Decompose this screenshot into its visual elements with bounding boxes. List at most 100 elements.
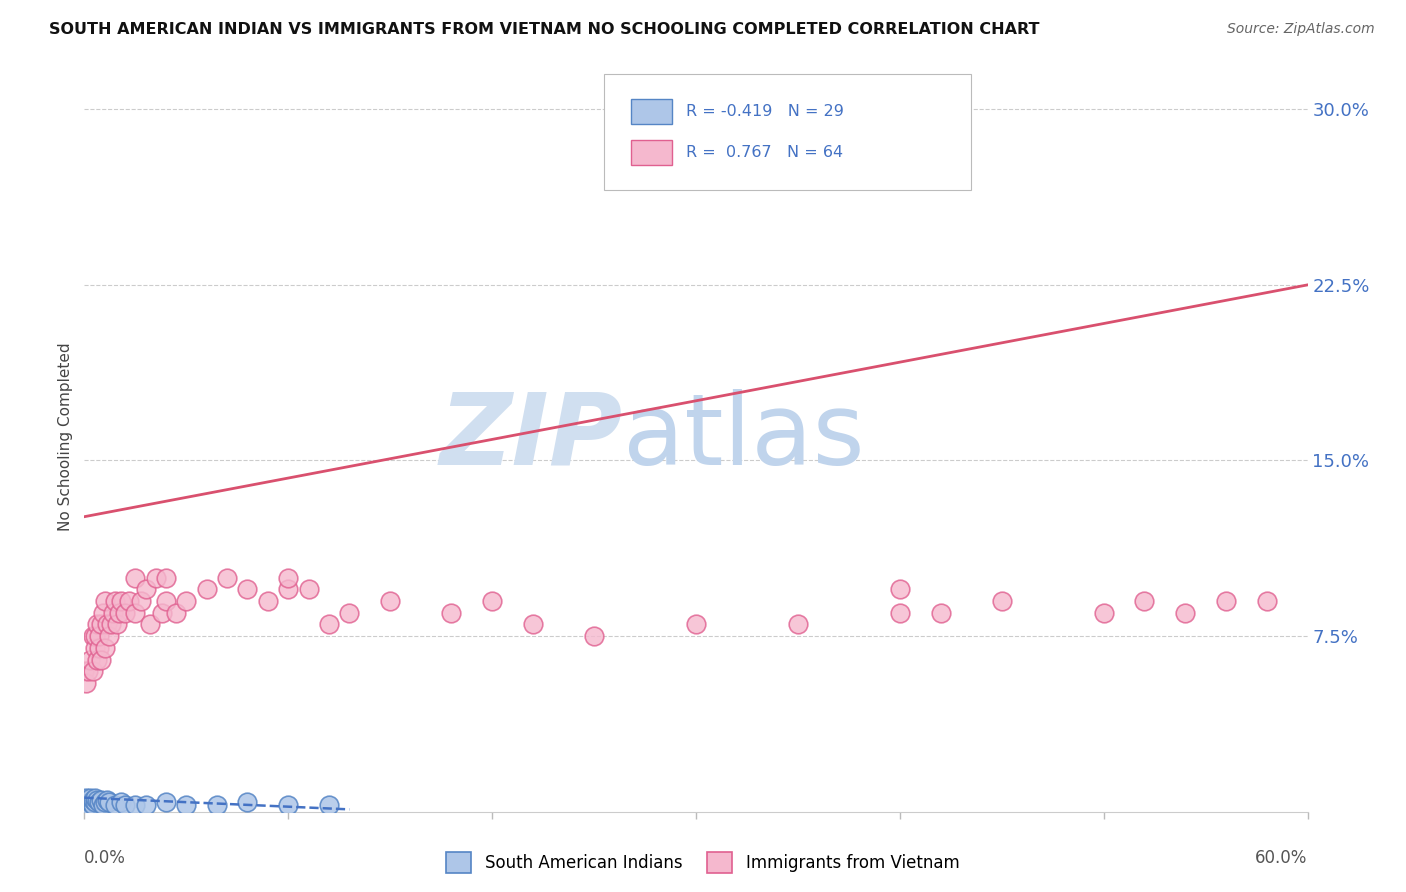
Point <box>93 796 115 810</box>
Point <box>991 594 1014 608</box>
Point <box>481 594 503 608</box>
Point <box>108 606 131 620</box>
Point <box>217 571 239 585</box>
Point <box>91 606 114 620</box>
Point <box>77 793 100 807</box>
Point <box>889 102 911 116</box>
Point <box>205 797 228 812</box>
Legend: South American Indians, Immigrants from Vietnam: South American Indians, Immigrants from … <box>440 846 966 880</box>
Point <box>114 606 136 620</box>
Point <box>93 640 115 655</box>
Text: 0.0%: 0.0% <box>84 849 127 867</box>
Point <box>110 594 132 608</box>
Point <box>135 797 157 812</box>
Point <box>124 797 146 812</box>
Point <box>75 796 97 810</box>
Point <box>522 617 544 632</box>
Point <box>236 582 259 597</box>
Point <box>257 594 280 608</box>
Point <box>105 617 128 632</box>
Point <box>440 606 463 620</box>
Point <box>889 606 911 620</box>
Point <box>86 793 108 807</box>
Point <box>277 582 299 597</box>
Point <box>318 617 340 632</box>
Point <box>155 571 177 585</box>
Point <box>1133 594 1156 608</box>
Point <box>101 606 124 620</box>
Point <box>380 594 402 608</box>
Point <box>100 617 122 632</box>
Point <box>82 797 104 812</box>
Point <box>131 594 153 608</box>
Point <box>87 640 110 655</box>
FancyBboxPatch shape <box>605 74 972 190</box>
Point <box>195 582 218 597</box>
Point <box>93 594 115 608</box>
Point <box>145 571 167 585</box>
Point <box>118 594 141 608</box>
Point <box>1256 594 1278 608</box>
Text: SOUTH AMERICAN INDIAN VS IMMIGRANTS FROM VIETNAM NO SCHOOLING COMPLETED CORRELAT: SOUTH AMERICAN INDIAN VS IMMIGRANTS FROM… <box>49 22 1039 37</box>
Point <box>79 796 101 810</box>
Point <box>90 617 112 632</box>
Point <box>236 796 259 810</box>
Point <box>82 629 104 643</box>
Point <box>83 790 105 805</box>
Point <box>75 676 97 690</box>
Point <box>165 606 187 620</box>
Point <box>110 796 132 810</box>
Point <box>155 594 177 608</box>
Point <box>96 793 118 807</box>
Point <box>77 797 100 812</box>
Text: ZIP: ZIP <box>440 389 623 485</box>
Point <box>104 594 127 608</box>
Point <box>787 617 810 632</box>
Point <box>97 629 120 643</box>
Point <box>318 797 340 812</box>
Point <box>277 571 299 585</box>
Text: R =  0.767   N = 64: R = 0.767 N = 64 <box>686 145 844 160</box>
Bar <box>631 140 672 165</box>
Point <box>277 797 299 812</box>
Point <box>87 629 110 643</box>
Text: atlas: atlas <box>623 389 865 485</box>
Point <box>124 606 146 620</box>
Point <box>929 606 952 620</box>
Point <box>75 790 97 805</box>
Text: Source: ZipAtlas.com: Source: ZipAtlas.com <box>1227 22 1375 37</box>
Point <box>73 793 96 807</box>
Point <box>91 797 114 812</box>
Point <box>685 617 707 632</box>
Point <box>339 606 361 620</box>
Point <box>79 790 101 805</box>
Point <box>1092 606 1115 620</box>
Point <box>114 797 136 812</box>
Point <box>87 796 110 810</box>
Point <box>77 664 100 679</box>
Point <box>174 797 197 812</box>
Point <box>104 797 127 812</box>
Point <box>79 652 101 666</box>
Text: 60.0%: 60.0% <box>1256 849 1308 867</box>
Point <box>82 793 104 807</box>
Point <box>889 582 911 597</box>
Point <box>83 796 105 810</box>
Text: R = -0.419   N = 29: R = -0.419 N = 29 <box>686 103 844 119</box>
Point <box>90 652 112 666</box>
Point <box>82 664 104 679</box>
Point <box>135 582 157 597</box>
Bar <box>631 99 672 123</box>
Point <box>97 796 120 810</box>
Point <box>1174 606 1197 620</box>
Point <box>583 629 606 643</box>
Point <box>90 793 112 807</box>
Point <box>1215 594 1237 608</box>
Point <box>73 664 96 679</box>
Point <box>174 594 197 608</box>
Point <box>298 582 321 597</box>
Point <box>86 652 108 666</box>
Point <box>138 617 160 632</box>
Point <box>83 629 105 643</box>
Point <box>155 796 177 810</box>
